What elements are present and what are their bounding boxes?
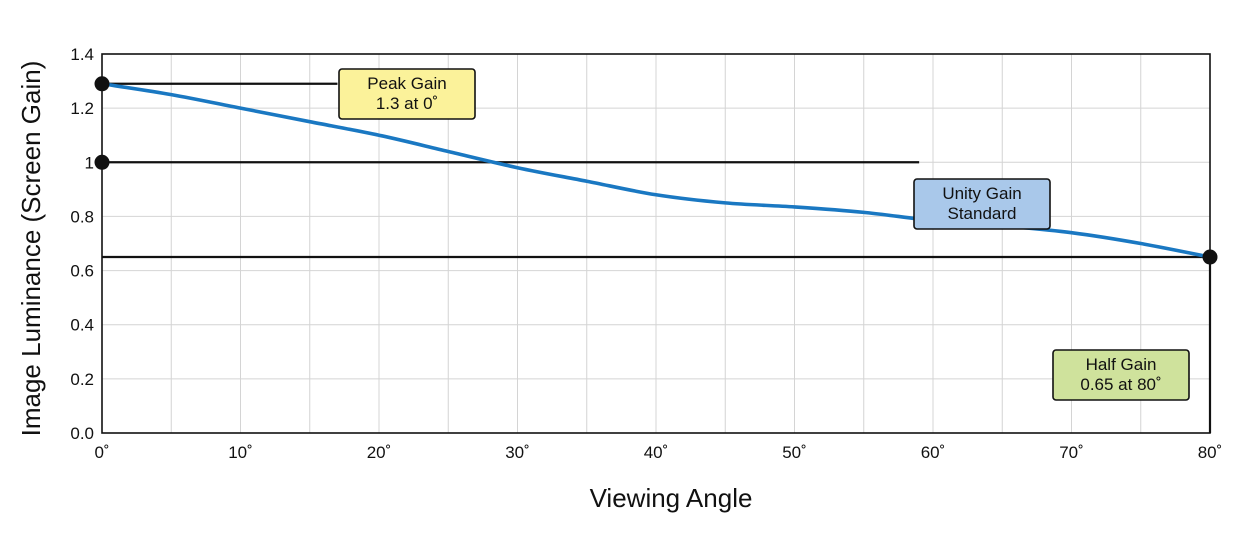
x-tick-label: 0˚: [94, 443, 109, 462]
y-tick-label: 0.2: [70, 370, 94, 389]
x-tick-label: 70˚: [1059, 443, 1084, 462]
x-tick-label: 30˚: [505, 443, 530, 462]
annotation-text-half-0: Half Gain: [1086, 355, 1157, 374]
annotation-box-peak: [338, 68, 476, 120]
plot-frame: [101, 53, 1211, 434]
annotation-text-unity-1: Standard: [948, 204, 1017, 223]
x-axis-title: Viewing Angle: [590, 483, 753, 513]
x-tick-label: 40˚: [644, 443, 669, 462]
annotation-text-unity-0: Unity Gain: [942, 184, 1021, 203]
y-tick-label: 1.2: [70, 99, 94, 118]
data-marker-2: [1202, 249, 1218, 265]
annotation-text-peak-1: 1.3 at 0˚: [376, 94, 438, 113]
x-tick-label: 20˚: [367, 443, 392, 462]
reference-lines: [102, 82, 1212, 433]
x-tick-label: 80˚: [1198, 443, 1223, 462]
data-marker-0: [94, 76, 110, 92]
y-axis-title: Image Luminance (Screen Gain): [16, 61, 46, 437]
data-marker-1: [94, 154, 110, 170]
y-tick-label: 0.0: [70, 424, 94, 443]
y-tick-label: 0.8: [70, 207, 94, 226]
y-tick-label: 1: [85, 153, 94, 172]
x-tick-label: 10˚: [228, 443, 253, 462]
x-tick-label: 50˚: [782, 443, 807, 462]
markers: [94, 76, 1218, 265]
y-tick-label: 0.6: [70, 262, 94, 281]
annotation-box-unity: [913, 178, 1051, 230]
annotation-text-half-1: 0.65 at 80˚: [1080, 375, 1161, 394]
y-tick-label: 0.4: [70, 316, 94, 335]
annotation-box-half: [1052, 349, 1190, 401]
x-tick-label: 60˚: [921, 443, 946, 462]
y-tick-label: 1.4: [70, 45, 94, 64]
annotation-text-peak-0: Peak Gain: [367, 74, 446, 93]
tick-labels: 0˚ 10˚ 20˚ 30˚ 40˚ 50˚ 60˚ 70˚ 80˚ 0.0 0.2 0.4 0.6 0.…: [70, 45, 1222, 462]
grid: [102, 54, 1210, 433]
